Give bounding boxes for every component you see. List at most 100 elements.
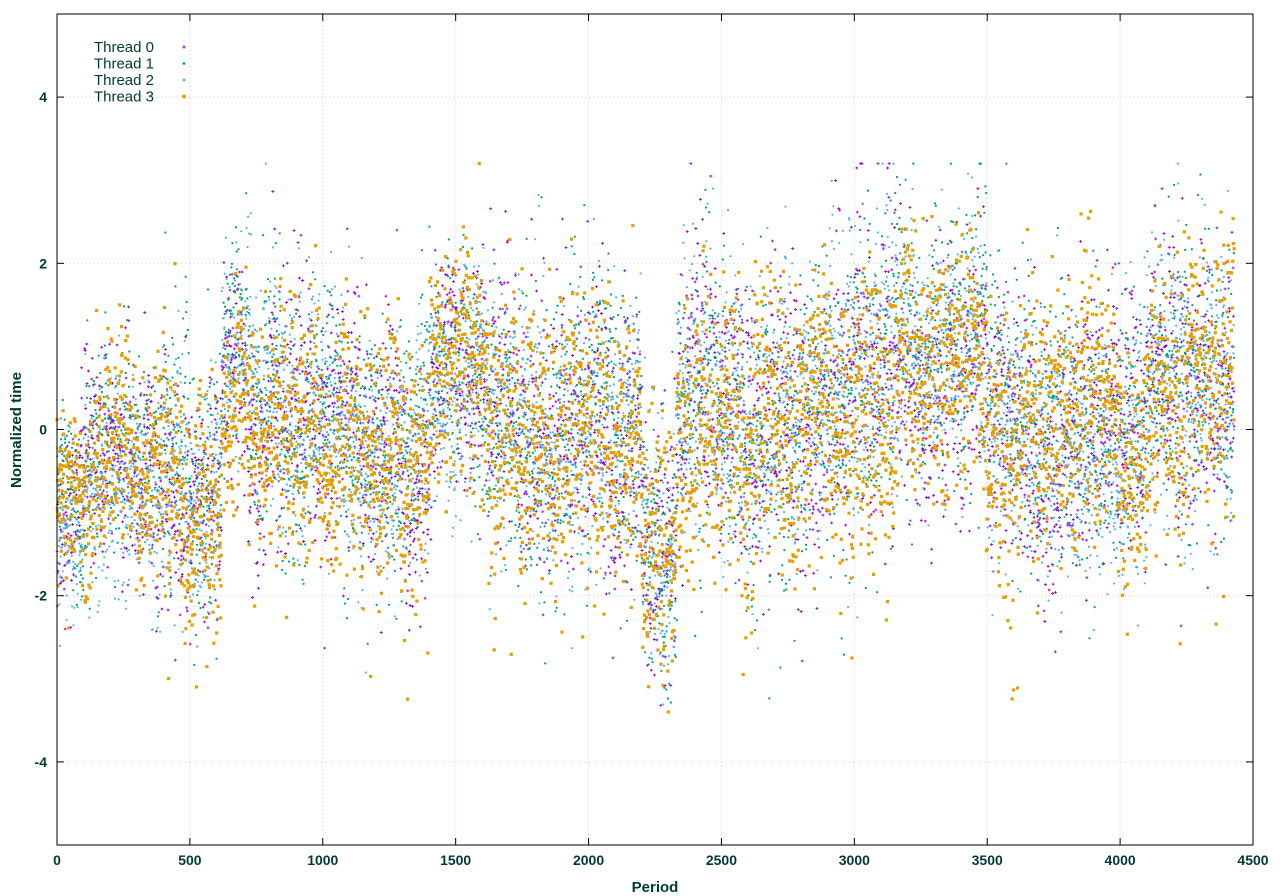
data-point bbox=[225, 344, 229, 348]
data-point bbox=[380, 374, 383, 378]
data-point bbox=[894, 349, 898, 353]
data-point bbox=[113, 586, 116, 589]
data-point bbox=[1184, 487, 1188, 491]
data-point bbox=[317, 487, 320, 491]
data-point bbox=[551, 343, 554, 347]
data-point bbox=[703, 265, 707, 268]
data-point bbox=[236, 440, 240, 443]
data-point bbox=[785, 408, 789, 412]
data-point bbox=[254, 423, 257, 427]
data-point bbox=[71, 507, 75, 511]
data-point bbox=[889, 372, 893, 375]
data-point bbox=[332, 386, 336, 390]
data-point bbox=[230, 477, 233, 481]
data-point bbox=[134, 452, 137, 455]
data-point bbox=[58, 539, 61, 542]
data-point bbox=[701, 217, 704, 221]
data-point bbox=[177, 429, 180, 432]
data-point bbox=[902, 423, 906, 427]
data-point bbox=[394, 350, 398, 354]
data-point bbox=[97, 384, 101, 388]
data-point bbox=[1058, 516, 1061, 519]
data-point bbox=[1051, 592, 1054, 595]
data-point bbox=[305, 259, 308, 263]
data-point bbox=[1092, 381, 1096, 384]
data-point bbox=[78, 489, 81, 492]
data-point bbox=[90, 377, 94, 381]
data-point bbox=[1085, 598, 1088, 602]
data-point bbox=[1176, 415, 1180, 419]
data-point bbox=[418, 492, 421, 495]
data-point bbox=[139, 458, 142, 461]
data-point bbox=[776, 350, 780, 354]
data-point bbox=[495, 456, 498, 459]
data-point bbox=[552, 327, 556, 330]
data-point bbox=[350, 366, 354, 370]
data-point bbox=[325, 535, 329, 539]
data-point bbox=[344, 416, 347, 420]
data-point bbox=[330, 497, 333, 500]
data-point bbox=[110, 500, 114, 504]
data-point bbox=[324, 495, 328, 499]
data-point bbox=[185, 609, 189, 613]
data-point bbox=[801, 459, 805, 463]
data-point bbox=[463, 488, 466, 492]
data-point bbox=[1044, 583, 1047, 586]
data-point bbox=[809, 444, 813, 448]
data-point bbox=[914, 498, 918, 502]
data-point bbox=[273, 476, 276, 479]
data-point bbox=[312, 384, 316, 388]
data-point bbox=[295, 357, 298, 361]
data-point bbox=[1032, 307, 1036, 310]
data-point bbox=[309, 318, 313, 322]
data-point bbox=[966, 410, 969, 413]
data-point bbox=[1201, 409, 1205, 413]
data-point bbox=[798, 283, 802, 286]
data-point bbox=[372, 558, 375, 561]
data-point bbox=[504, 335, 508, 339]
data-point bbox=[1075, 516, 1079, 519]
data-point bbox=[882, 416, 886, 420]
data-point bbox=[1168, 270, 1171, 273]
data-point bbox=[228, 329, 232, 333]
data-point bbox=[179, 492, 182, 495]
data-point bbox=[619, 378, 623, 382]
data-point bbox=[184, 275, 187, 278]
data-point bbox=[270, 439, 274, 442]
data-point bbox=[1167, 245, 1171, 249]
data-point bbox=[196, 594, 199, 597]
data-point bbox=[317, 423, 321, 427]
data-point bbox=[1153, 340, 1157, 344]
data-point bbox=[206, 457, 210, 460]
data-point bbox=[162, 426, 165, 429]
data-point bbox=[331, 475, 335, 479]
data-point bbox=[75, 471, 79, 475]
data-point bbox=[1131, 508, 1135, 512]
data-point bbox=[529, 354, 533, 358]
data-point bbox=[778, 439, 782, 443]
data-point bbox=[1044, 551, 1048, 554]
data-point bbox=[898, 449, 902, 453]
data-point bbox=[965, 326, 969, 330]
data-point bbox=[814, 521, 818, 525]
data-point bbox=[811, 511, 814, 515]
data-point bbox=[716, 442, 720, 446]
data-point bbox=[803, 303, 806, 306]
data-point bbox=[928, 444, 931, 447]
data-point bbox=[992, 423, 996, 427]
data-point bbox=[1222, 480, 1226, 484]
data-point bbox=[147, 374, 151, 377]
data-point bbox=[180, 554, 183, 558]
data-point bbox=[198, 570, 202, 574]
data-point bbox=[237, 411, 241, 415]
data-point bbox=[506, 281, 510, 284]
data-point bbox=[812, 571, 816, 575]
data-point bbox=[130, 452, 134, 456]
data-point bbox=[1135, 520, 1139, 524]
data-point bbox=[202, 466, 205, 469]
data-point bbox=[916, 502, 919, 506]
data-point bbox=[807, 437, 811, 440]
data-point bbox=[329, 557, 333, 561]
data-point bbox=[901, 420, 905, 424]
data-point bbox=[386, 378, 390, 382]
